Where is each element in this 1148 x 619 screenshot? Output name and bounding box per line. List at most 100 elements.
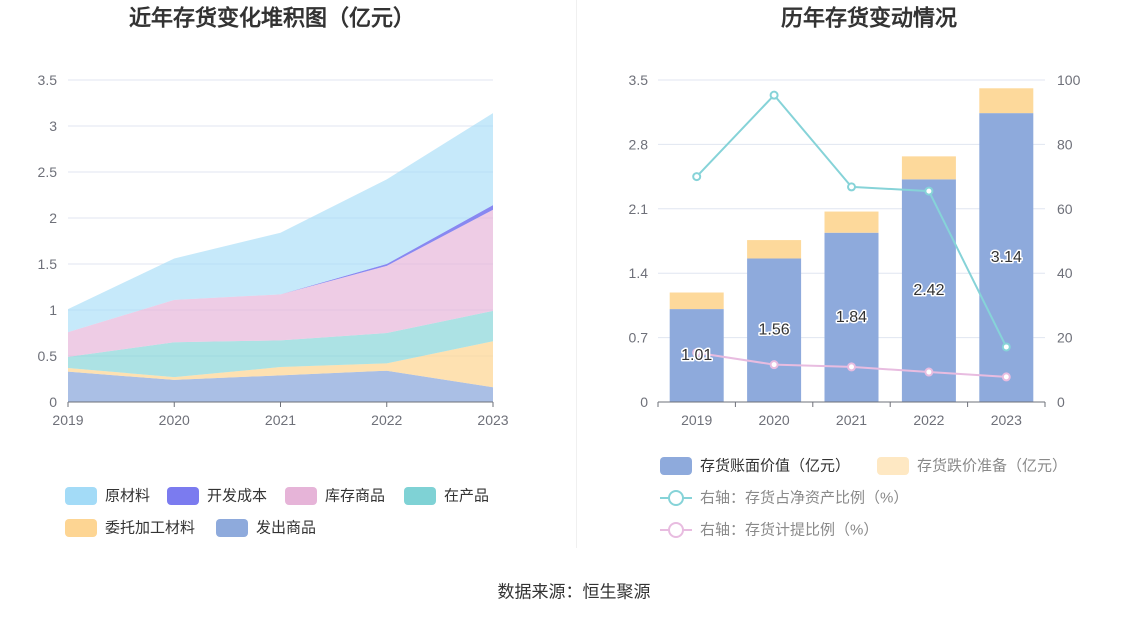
y-right-tick-label: 20: [1057, 330, 1073, 346]
bar-value-label: 3.14: [991, 249, 1022, 266]
y-right-tick-label: 40: [1057, 265, 1073, 281]
legend-label: 存货账面价值（亿元）: [700, 458, 850, 475]
y-left-tick-label: 3.5: [629, 72, 649, 88]
legend-swatch: [285, 487, 317, 505]
x-tick-label: 2023: [991, 412, 1022, 428]
legend-item-finished-goods[interactable]: 库存商品: [285, 487, 385, 505]
bar-impairment-provision: [669, 292, 724, 310]
legend-label: 右轴：存货计提比例（%）: [700, 522, 878, 539]
legend-label: 库存商品: [325, 488, 385, 505]
point-provision-ratio: [692, 348, 702, 358]
bar-line-combo-chart: 历年存货变动情况 0 0.7 1.4 2.1 2.8 3.5 0 20 40 60 80 100 20…: [629, 6, 1081, 539]
x-tick-label: 2019: [681, 412, 712, 428]
y-right-tick-label: 100: [1057, 72, 1081, 88]
x-tick-label: 2020: [159, 412, 190, 428]
legend-label: 委托加工材料: [105, 520, 195, 537]
y-tick-label: 2.5: [38, 164, 58, 180]
legend-label: 右轴：存货占净资产比例（%）: [700, 490, 908, 507]
legend-label: 在产品: [444, 488, 489, 505]
bar-impairment-provision: [824, 211, 879, 233]
bar-book-value: [901, 179, 956, 402]
bar-book-value: [747, 258, 802, 402]
y-left-tick-label: 1.4: [629, 265, 649, 281]
bar-book-value: [979, 113, 1034, 403]
stacked-area-chart: 近年存货变化堆积图（亿元） 00.511.522.533.5 2019 2020 2…: [38, 6, 509, 537]
x-tick-label: 2022: [913, 412, 944, 428]
legend-item-inventory-to-net-assets-ratio[interactable]: 右轴：存货占净资产比例（%）: [660, 490, 908, 507]
bar-value-label: 1.56: [759, 322, 790, 339]
point-inventory-to-net-assets-ratio: [1001, 342, 1011, 352]
area-band-consigned-materials: [68, 341, 493, 388]
bar-value-label: 1.01: [681, 347, 712, 364]
area-band-work-in-progress: [68, 310, 493, 378]
data-labels: 1.01 1.56 1.84 2.42 3.14: [680, 248, 1024, 366]
y-right-tick-label: 0: [1057, 394, 1065, 410]
legend-item-development-cost[interactable]: 开发成本: [167, 487, 267, 505]
legend-label: 存货跌价准备（亿元）: [917, 458, 1067, 475]
y-left-tick-label: 0: [640, 394, 648, 410]
legend-item-consigned-materials[interactable]: 委托加工材料: [65, 519, 195, 537]
y-left-tick-label: 0.7: [629, 330, 649, 346]
legend-swatch: [167, 487, 199, 505]
point-provision-ratio: [1001, 372, 1011, 382]
point-inventory-to-net-assets-ratio: [769, 90, 779, 100]
x-axis: 2019 2020 2021 2022 2023: [52, 401, 509, 428]
y-left-tick-label: 2.1: [629, 201, 649, 217]
bar-impairment-provision: [747, 240, 802, 259]
y-tick-label: 1.5: [38, 256, 58, 272]
bar-impairment-provision: [979, 88, 1034, 114]
legend-label: 开发成本: [207, 488, 267, 505]
x-tick-label: 2023: [477, 412, 508, 428]
legend-label: 发出商品: [256, 520, 316, 537]
legend-item-work-in-progress[interactable]: 在产品: [404, 487, 489, 505]
chart-title: 近年存货变化堆积图（亿元）: [129, 6, 415, 31]
legend-item-impairment-provision[interactable]: 存货跌价准备（亿元）: [877, 457, 1067, 475]
y-tick-label: 0: [49, 394, 57, 410]
y-left-tick-label: 2.8: [629, 136, 649, 152]
x-axis: 2019 2020 2021 2022 2023: [657, 401, 1046, 428]
x-tick-label: 2021: [836, 412, 867, 428]
legend-swatch: [216, 519, 248, 537]
legend-item-raw-materials[interactable]: 原材料: [65, 487, 150, 505]
legend-item-book-value[interactable]: 存货账面价值（亿元）: [660, 457, 850, 475]
point-inventory-to-net-assets-ratio: [847, 182, 856, 192]
legend-item-provision-ratio[interactable]: 右轴：存货计提比例（%）: [660, 522, 878, 539]
y-tick-label: 3: [49, 118, 57, 134]
plot-area: [669, 88, 1034, 403]
legend-swatch: [877, 457, 909, 475]
plot-area: [68, 113, 493, 402]
x-tick-label: 2019: [52, 412, 83, 428]
legend-marker-icon: [668, 522, 684, 538]
legend-swatch: [65, 487, 97, 505]
legend-swatch: [660, 457, 692, 475]
x-tick-label: 2022: [371, 412, 402, 428]
point-provision-ratio: [924, 367, 934, 377]
y-tick-label: 1: [49, 302, 57, 318]
legend-swatch: [65, 519, 97, 537]
legend-item-goods-dispatched[interactable]: 发出商品: [216, 519, 316, 537]
chart-title: 历年存货变动情况: [781, 6, 957, 31]
point-inventory-to-net-assets-ratio: [924, 186, 934, 196]
legend-label: 原材料: [105, 488, 150, 505]
y-right-tick-label: 60: [1057, 201, 1073, 217]
area-band-raw-materials: [68, 113, 493, 333]
y-tick-label: 0.5: [38, 348, 58, 364]
bar-book-value: [824, 232, 879, 402]
area-band-goods-dispatched: [68, 370, 493, 402]
bar-value-label: 2.42: [913, 282, 944, 299]
area-band-finished-goods: [68, 209, 493, 357]
point-provision-ratio: [847, 362, 856, 372]
x-tick-label: 2021: [265, 412, 296, 428]
legend: 存货账面价值（亿元） 存货跌价准备（亿元） 右轴：存货占净资产比例（%） 右轴：存货计…: [660, 457, 1067, 539]
legend-swatch: [404, 487, 436, 505]
legend-marker-icon: [668, 490, 684, 506]
bar-impairment-provision: [901, 156, 956, 180]
x-tick-label: 2020: [759, 412, 790, 428]
y-tick-label: 2: [49, 210, 57, 226]
point-inventory-to-net-assets-ratio: [692, 172, 702, 182]
y-right-tick-label: 80: [1057, 136, 1073, 152]
bar-value-label: 1.84: [836, 309, 867, 326]
